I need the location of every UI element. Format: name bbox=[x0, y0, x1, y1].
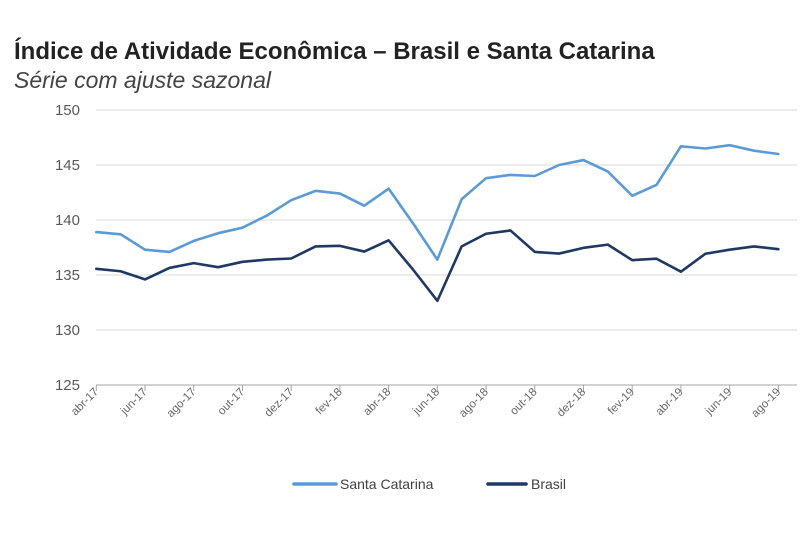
svg-text:out-17: out-17 bbox=[216, 386, 248, 418]
svg-text:abr-19: abr-19 bbox=[654, 386, 686, 418]
svg-text:125: 125 bbox=[55, 377, 80, 394]
svg-text:130: 130 bbox=[55, 322, 80, 339]
svg-text:135: 135 bbox=[55, 267, 80, 284]
svg-text:fev-18: fev-18 bbox=[314, 386, 345, 417]
svg-text:ago-19: ago-19 bbox=[749, 386, 783, 420]
svg-text:145: 145 bbox=[55, 157, 80, 174]
svg-text:150: 150 bbox=[55, 102, 80, 119]
svg-text:140: 140 bbox=[55, 212, 80, 229]
svg-text:dez-17: dez-17 bbox=[263, 386, 296, 419]
svg-text:out-18: out-18 bbox=[508, 386, 540, 418]
svg-text:abr-18: abr-18 bbox=[361, 386, 393, 418]
svg-text:ago-18: ago-18 bbox=[457, 386, 491, 420]
svg-text:jun-18: jun-18 bbox=[410, 386, 442, 418]
svg-text:Santa Catarina: Santa Catarina bbox=[340, 476, 434, 492]
svg-text:Brasil: Brasil bbox=[531, 476, 566, 492]
svg-text:dez-18: dez-18 bbox=[555, 386, 588, 419]
svg-text:ago-17: ago-17 bbox=[165, 386, 199, 420]
svg-text:fev-19: fev-19 bbox=[606, 386, 637, 417]
svg-text:jun-19: jun-19 bbox=[703, 386, 735, 418]
svg-text:jun-17: jun-17 bbox=[118, 386, 150, 418]
